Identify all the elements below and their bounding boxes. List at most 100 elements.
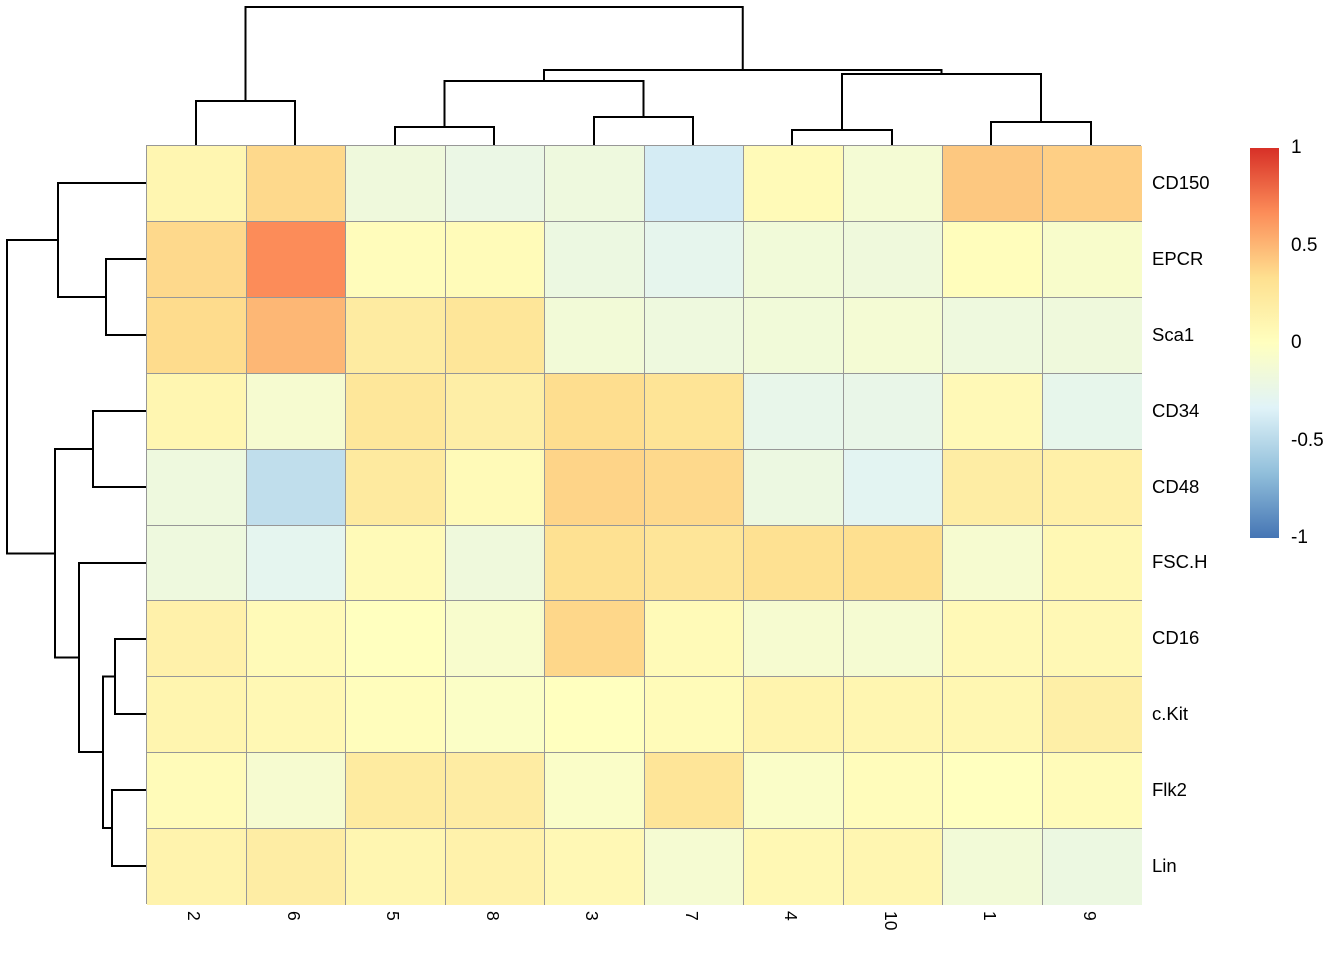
row-label-CD48: CD48 bbox=[1152, 475, 1200, 497]
heatmap-cell-Flk2-col3 bbox=[545, 753, 645, 829]
dendrogram-branch bbox=[841, 73, 1042, 130]
column-label-3: 3 bbox=[582, 911, 603, 921]
heatmap-cell-Sca1-col3 bbox=[545, 298, 645, 374]
row-label-c.Kit: c.Kit bbox=[1152, 703, 1188, 725]
heatmap-cell-EPCR-col10 bbox=[844, 222, 943, 298]
column-label-2: 2 bbox=[184, 911, 205, 921]
heatmap-cell-Lin-col2 bbox=[147, 829, 247, 905]
heatmap-cell-CD34-col7 bbox=[645, 374, 744, 450]
dendrogram-branch bbox=[543, 69, 943, 81]
heatmap-cell-FSC.H-col1 bbox=[943, 526, 1043, 601]
heatmap-cell-CD34-col5 bbox=[346, 374, 446, 450]
heatmap-cell-CD48-col10 bbox=[844, 450, 943, 526]
row-dendrogram bbox=[6, 182, 146, 867]
heatmap-cell-CD150-col8 bbox=[446, 146, 545, 222]
heatmap-cell-c.Kit-col3 bbox=[545, 677, 645, 753]
heatmap-cell-FSC.H-col4 bbox=[744, 526, 844, 601]
heatmap-cell-Sca1-col10 bbox=[844, 298, 943, 374]
heatmap-cell-EPCR-col7 bbox=[645, 222, 744, 298]
colorbar-tick--1: -1 bbox=[1291, 527, 1308, 548]
row-label-EPCR: EPCR bbox=[1152, 247, 1204, 269]
dendrogram-branch bbox=[102, 675, 115, 829]
heatmap-cell-CD48-col5 bbox=[346, 450, 446, 526]
heatmap-cell-CD150-col3 bbox=[545, 146, 645, 222]
dendrogram-branch bbox=[57, 182, 146, 298]
heatmap-cell-CD150-col2 bbox=[147, 146, 247, 222]
row-label-Flk2: Flk2 bbox=[1152, 779, 1187, 801]
column-label-7: 7 bbox=[681, 911, 702, 921]
heatmap-cell-CD48-col4 bbox=[744, 450, 844, 526]
heatmap-cell-CD150-col7 bbox=[645, 146, 744, 222]
column-label-5: 5 bbox=[383, 911, 404, 921]
heatmap-cell-CD34-col2 bbox=[147, 374, 247, 450]
dendrogram-branch bbox=[791, 129, 893, 145]
dendrogram-branch bbox=[990, 121, 1092, 145]
heatmap-cell-Lin-col4 bbox=[744, 829, 844, 905]
heatmap-cell-Sca1-col1 bbox=[943, 298, 1043, 374]
heatmap-cell-CD16-col5 bbox=[346, 601, 446, 677]
heatmap-cell-FSC.H-col2 bbox=[147, 526, 247, 601]
heatmap-cell-Flk2-col2 bbox=[147, 753, 247, 829]
heatmap-cell-CD34-col9 bbox=[1043, 374, 1142, 450]
heatmap-cell-CD48-col8 bbox=[446, 450, 545, 526]
dendrogram-branch bbox=[92, 410, 146, 488]
dendrogram-branch bbox=[593, 116, 694, 145]
heatmap-cell-CD16-col1 bbox=[943, 601, 1043, 677]
heatmap-cell-CD16-col9 bbox=[1043, 601, 1142, 677]
heatmap-cell-EPCR-col9 bbox=[1043, 222, 1142, 298]
dendrogram-branch bbox=[195, 100, 296, 145]
heatmap-cell-CD48-col6 bbox=[247, 450, 346, 526]
heatmap-cell-FSC.H-col5 bbox=[346, 526, 446, 601]
dendrogram-branch bbox=[105, 258, 146, 336]
dendrogram-branch bbox=[443, 80, 645, 127]
heatmap-cell-CD34-col10 bbox=[844, 374, 943, 450]
heatmap-cell-EPCR-col2 bbox=[147, 222, 247, 298]
heatmap-cell-CD150-col9 bbox=[1043, 146, 1142, 222]
heatmap-cell-Flk2-col9 bbox=[1043, 753, 1142, 829]
heatmap-cell-Lin-col6 bbox=[247, 829, 346, 905]
column-label-4: 4 bbox=[781, 911, 802, 921]
row-label-CD34: CD34 bbox=[1152, 399, 1200, 421]
heatmap-cell-FSC.H-col8 bbox=[446, 526, 545, 601]
column-label-9: 9 bbox=[1079, 911, 1100, 921]
heatmap-cell-CD16-col6 bbox=[247, 601, 346, 677]
dendrogram-branch bbox=[111, 789, 146, 867]
colorbar-tick--0.5: -0.5 bbox=[1291, 429, 1324, 451]
heatmap-cell-Lin-col1 bbox=[943, 829, 1043, 905]
heatmap-cell-Lin-col8 bbox=[446, 829, 545, 905]
column-label-6: 6 bbox=[283, 911, 304, 921]
heatmap-cell-CD150-col1 bbox=[943, 146, 1043, 222]
heatmap-cell-Lin-col3 bbox=[545, 829, 645, 905]
heatmap-cell-FSC.H-col3 bbox=[545, 526, 645, 601]
heatmap-cell-CD150-col5 bbox=[346, 146, 446, 222]
heatmap-cell-Lin-col10 bbox=[844, 829, 943, 905]
heatmap-cell-Flk2-col6 bbox=[247, 753, 346, 829]
column-label-1: 1 bbox=[980, 911, 1001, 921]
heatmap-cell-Sca1-col5 bbox=[346, 298, 446, 374]
heatmap-cell-CD16-col2 bbox=[147, 601, 247, 677]
heatmap-cell-Sca1-col4 bbox=[744, 298, 844, 374]
heatmap-grid bbox=[146, 145, 1142, 905]
heatmap-cell-Flk2-col8 bbox=[446, 753, 545, 829]
heatmap-cell-CD34-col4 bbox=[744, 374, 844, 450]
heatmap-cell-CD48-col2 bbox=[147, 450, 247, 526]
heatmap-cell-EPCR-col1 bbox=[943, 222, 1043, 298]
row-label-CD16: CD16 bbox=[1152, 627, 1200, 649]
row-label-FSC.H: FSC.H bbox=[1152, 551, 1208, 573]
heatmap-cell-Flk2-col1 bbox=[943, 753, 1043, 829]
column-label-10: 10 bbox=[880, 911, 901, 931]
heatmap-cell-c.Kit-col6 bbox=[247, 677, 346, 753]
heatmap-cell-Lin-col7 bbox=[645, 829, 744, 905]
heatmap-cell-CD48-col7 bbox=[645, 450, 744, 526]
heatmap-cell-Flk2-col5 bbox=[346, 753, 446, 829]
heatmap-cell-CD16-col8 bbox=[446, 601, 545, 677]
heatmap-cell-c.Kit-col2 bbox=[147, 677, 247, 753]
dendrogram-branch bbox=[54, 448, 93, 659]
heatmap-cell-CD150-col4 bbox=[744, 146, 844, 222]
heatmap-cell-CD34-col1 bbox=[943, 374, 1043, 450]
heatmap-cell-CD34-col6 bbox=[247, 374, 346, 450]
heatmap-cell-c.Kit-col5 bbox=[346, 677, 446, 753]
heatmap-cell-c.Kit-col1 bbox=[943, 677, 1043, 753]
heatmap-cell-CD16-col7 bbox=[645, 601, 744, 677]
